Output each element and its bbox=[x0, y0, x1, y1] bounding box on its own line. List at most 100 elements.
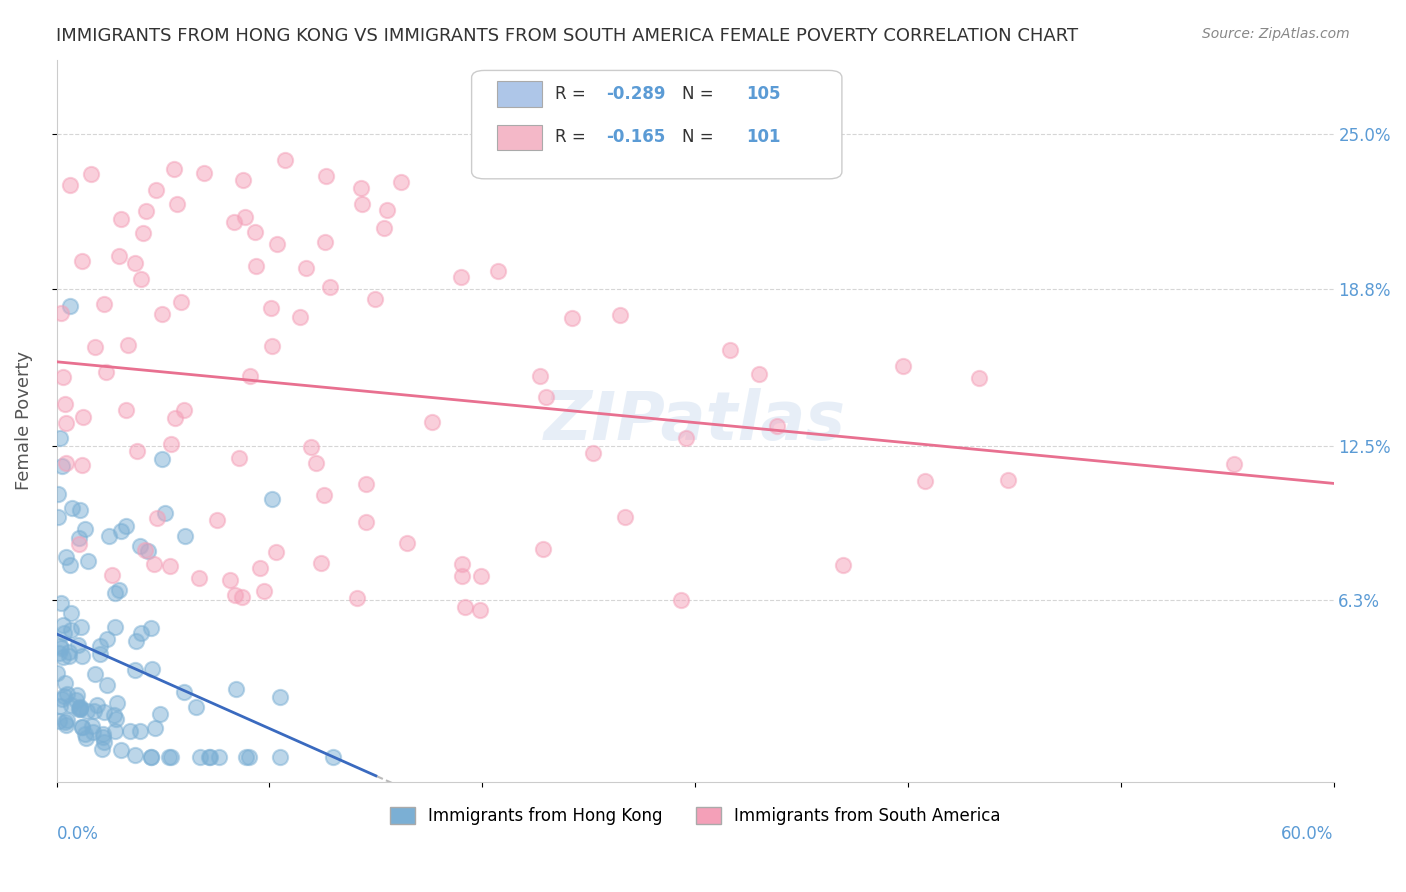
Point bbox=[225, 682, 247, 697]
Point bbox=[174, 529, 197, 543]
Point bbox=[531, 542, 554, 557]
Point bbox=[269, 690, 291, 705]
Point bbox=[614, 509, 637, 524]
Point bbox=[105, 696, 128, 710]
Point bbox=[262, 339, 284, 353]
Point bbox=[245, 259, 267, 273]
Text: 60.0%: 60.0% bbox=[1281, 825, 1333, 844]
Point bbox=[375, 202, 398, 217]
Point bbox=[264, 545, 287, 559]
Point bbox=[354, 476, 377, 491]
Point bbox=[72, 649, 94, 664]
Point bbox=[373, 220, 395, 235]
Point bbox=[65, 693, 87, 707]
Point bbox=[80, 167, 103, 181]
Point bbox=[70, 254, 93, 268]
Point bbox=[354, 516, 377, 530]
Point bbox=[91, 741, 114, 756]
Point bbox=[173, 402, 195, 417]
Point bbox=[315, 169, 337, 183]
Point bbox=[67, 531, 90, 545]
Point bbox=[59, 623, 82, 637]
Text: 105: 105 bbox=[747, 85, 780, 103]
Point bbox=[197, 750, 219, 764]
Point bbox=[173, 685, 195, 699]
Point bbox=[396, 536, 419, 550]
Point bbox=[70, 458, 93, 472]
Point bbox=[141, 662, 163, 676]
FancyBboxPatch shape bbox=[498, 81, 541, 106]
Point bbox=[124, 256, 146, 270]
Point bbox=[73, 523, 96, 537]
Point bbox=[139, 622, 162, 636]
Point bbox=[294, 260, 316, 275]
Point bbox=[218, 573, 240, 587]
Point bbox=[269, 750, 291, 764]
Point bbox=[136, 544, 159, 558]
Point bbox=[363, 292, 385, 306]
Point bbox=[529, 368, 551, 383]
Point bbox=[93, 706, 115, 720]
Point bbox=[239, 368, 262, 383]
Point bbox=[53, 715, 76, 730]
Point bbox=[260, 491, 283, 506]
Point bbox=[53, 676, 76, 690]
Point bbox=[66, 688, 89, 702]
Point bbox=[208, 750, 231, 764]
Text: 101: 101 bbox=[747, 128, 780, 146]
Point bbox=[350, 181, 373, 195]
Legend: Immigrants from Hong Kong, Immigrants from South America: Immigrants from Hong Kong, Immigrants fr… bbox=[382, 800, 1007, 831]
Point bbox=[454, 599, 477, 614]
Point bbox=[224, 588, 246, 602]
Point bbox=[163, 411, 186, 425]
Point bbox=[235, 750, 257, 764]
Point bbox=[73, 727, 96, 741]
Text: ZIPatlas: ZIPatlas bbox=[544, 388, 846, 454]
Point bbox=[53, 397, 76, 411]
Point bbox=[48, 714, 70, 729]
Point bbox=[299, 440, 322, 454]
Point bbox=[96, 678, 118, 692]
Point bbox=[967, 371, 990, 385]
Point bbox=[107, 250, 129, 264]
Point bbox=[150, 307, 173, 321]
Point bbox=[55, 718, 77, 732]
Point bbox=[146, 511, 169, 525]
Text: 0.0%: 0.0% bbox=[56, 825, 98, 844]
Point bbox=[124, 747, 146, 762]
Point bbox=[143, 721, 166, 735]
Point bbox=[76, 704, 98, 718]
Point bbox=[69, 699, 91, 714]
Point bbox=[51, 691, 73, 706]
Point bbox=[48, 640, 70, 654]
Point bbox=[150, 452, 173, 467]
Point bbox=[93, 727, 115, 741]
Point bbox=[124, 663, 146, 677]
Text: -0.289: -0.289 bbox=[606, 85, 665, 103]
Point bbox=[69, 701, 91, 715]
Point bbox=[70, 720, 93, 734]
Point bbox=[260, 301, 283, 315]
Point bbox=[198, 750, 221, 764]
Point bbox=[55, 456, 77, 470]
Point bbox=[831, 558, 853, 573]
Point bbox=[51, 459, 73, 474]
Point bbox=[274, 153, 297, 168]
Point bbox=[101, 567, 124, 582]
FancyBboxPatch shape bbox=[471, 70, 842, 178]
Point bbox=[72, 409, 94, 424]
Text: IMMIGRANTS FROM HONG KONG VS IMMIGRANTS FROM SOUTH AMERICA FEMALE POVERTY CORREL: IMMIGRANTS FROM HONG KONG VS IMMIGRANTS … bbox=[56, 27, 1078, 45]
Point bbox=[49, 698, 72, 713]
Point bbox=[58, 648, 80, 663]
Point bbox=[129, 539, 152, 553]
Point bbox=[290, 310, 312, 325]
Point bbox=[69, 620, 91, 634]
Point bbox=[675, 431, 697, 445]
Point bbox=[91, 730, 114, 744]
Point bbox=[56, 713, 79, 727]
Point bbox=[748, 368, 770, 382]
Point bbox=[139, 750, 162, 764]
Text: N =: N = bbox=[682, 85, 718, 103]
Point bbox=[48, 431, 70, 445]
Point bbox=[82, 718, 104, 732]
